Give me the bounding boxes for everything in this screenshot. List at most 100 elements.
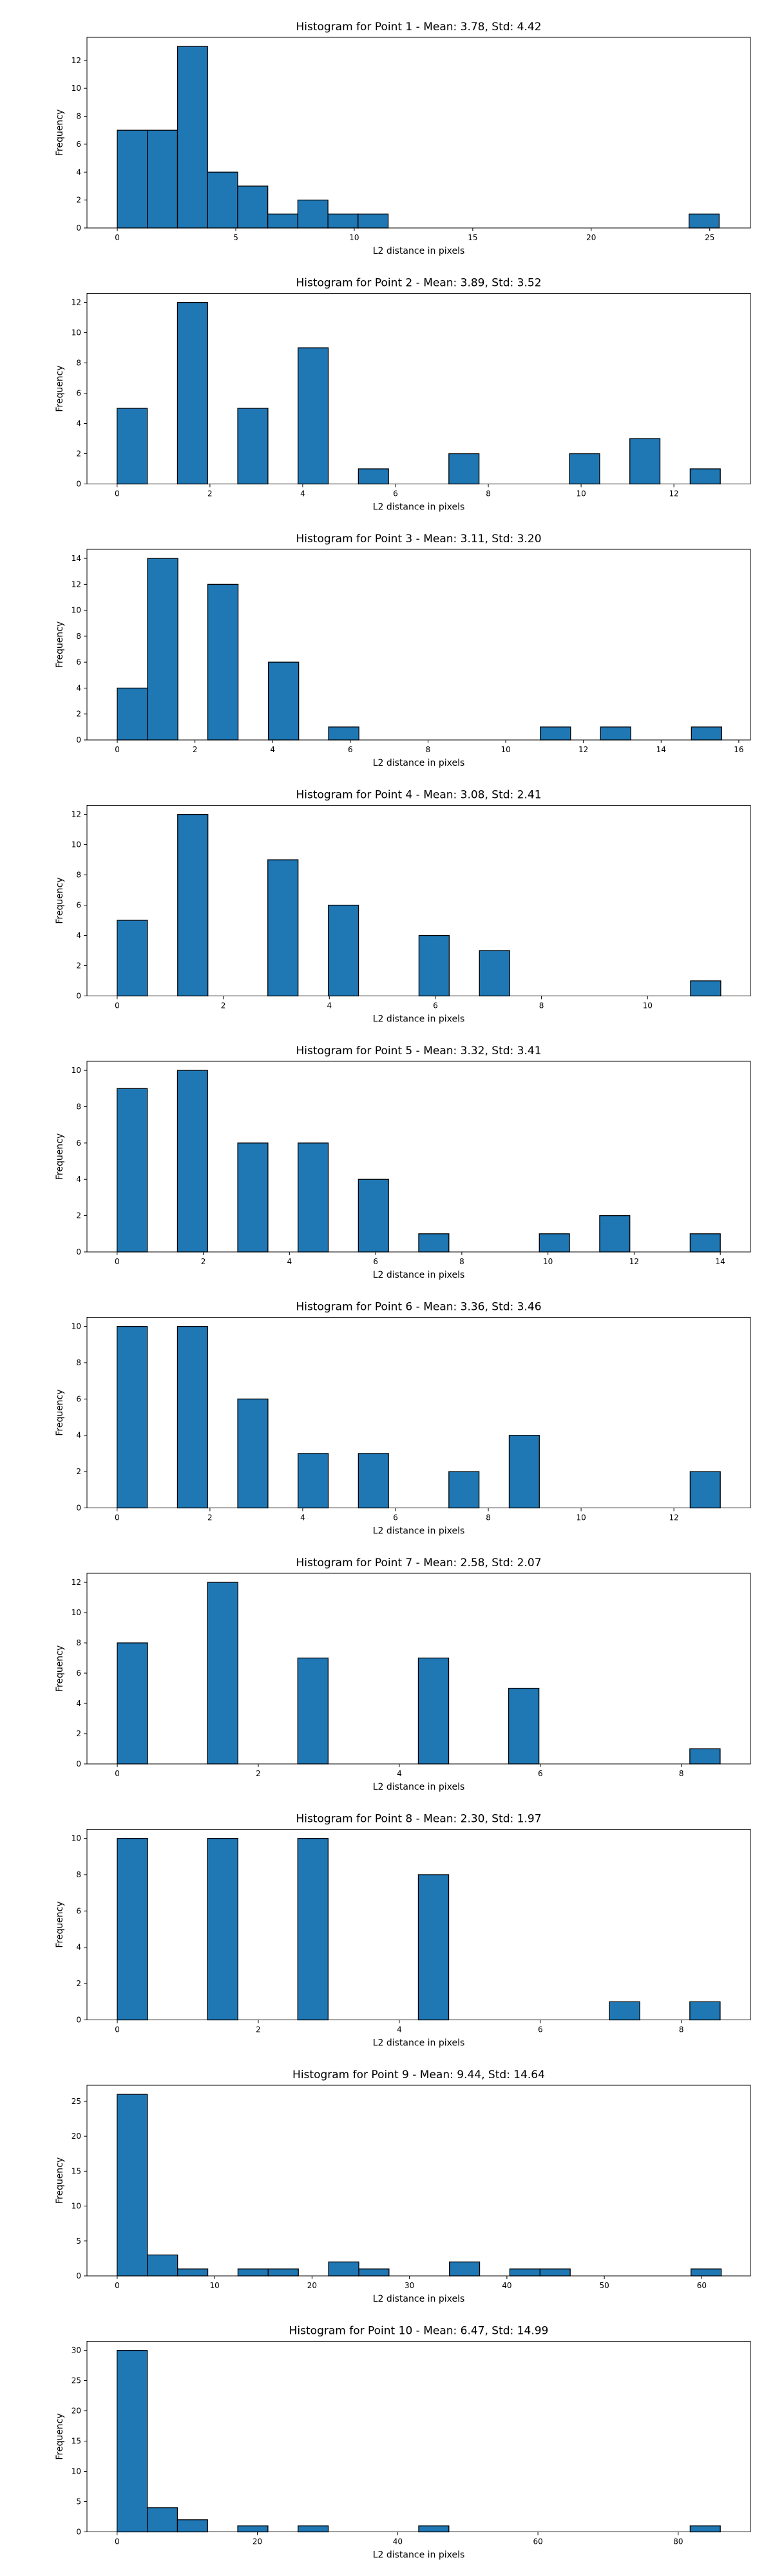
- x-tick-label: 4: [327, 1001, 332, 1010]
- histogram-bar: [691, 726, 723, 741]
- histogram-bar: [689, 468, 721, 485]
- chart-title: Histogram for Point 7 - Mean: 2.58, Std:…: [296, 1557, 541, 1569]
- histogram-panel: Histogram for Point 1 - Mean: 3.78, Std:…: [55, 21, 751, 256]
- y-tick-label: 0: [76, 480, 81, 489]
- histogram-bar: [237, 185, 269, 229]
- y-tick-label: 6: [76, 1394, 81, 1403]
- x-axis-label: L2 distance in pixels: [373, 2294, 465, 2304]
- y-tick-label: 0: [76, 2271, 81, 2280]
- x-tick-label: 6: [538, 2025, 543, 2034]
- x-tick-label: 0: [115, 745, 120, 754]
- y-tick-label: 12: [72, 580, 81, 589]
- chart-title: Histogram for Point 1 - Mean: 3.78, Std:…: [296, 21, 541, 33]
- histogram-bar: [327, 213, 359, 229]
- histogram-bar: [147, 2254, 178, 2277]
- x-tick-label: 30: [405, 2281, 414, 2290]
- histogram-bar: [417, 1874, 450, 2021]
- x-tick-label: 0: [115, 1513, 120, 1522]
- histogram-bar: [689, 1233, 721, 1253]
- x-axis-label: L2 distance in pixels: [373, 1526, 465, 1537]
- histogram-bar: [267, 859, 299, 997]
- y-tick-label: 10: [72, 1834, 81, 1843]
- y-tick-label: 4: [76, 1175, 81, 1184]
- x-axis-label: L2 distance in pixels: [373, 246, 465, 256]
- y-tick-label: 30: [72, 2346, 81, 2355]
- x-tick-label: 5: [233, 233, 238, 242]
- histogram-bar: [448, 2261, 481, 2277]
- y-tick-label: 8: [76, 1870, 81, 1879]
- y-tick-label: 12: [72, 298, 81, 307]
- y-tick-label: 4: [76, 1943, 81, 1952]
- y-axis-label: Frequency: [55, 365, 65, 412]
- x-tick-label: 4: [287, 1257, 292, 1266]
- histogram-bar: [600, 726, 631, 741]
- x-tick-label: 0: [115, 1769, 120, 1778]
- histogram-bar: [117, 2094, 148, 2277]
- y-tick-label: 6: [76, 389, 81, 398]
- y-tick-label: 14: [72, 554, 81, 563]
- histogram-bar: [689, 2001, 721, 2021]
- y-tick-label: 10: [72, 84, 81, 93]
- x-tick-label: 0: [115, 2537, 120, 2546]
- x-tick-label: 60: [533, 2537, 542, 2546]
- y-tick-label: 10: [72, 1066, 81, 1075]
- y-tick-label: 6: [76, 1139, 81, 1148]
- x-tick-label: 14: [716, 1257, 725, 1266]
- y-tick-label: 8: [76, 871, 81, 880]
- histogram-bar: [689, 1471, 721, 1509]
- x-tick-label: 4: [300, 489, 305, 498]
- y-axis-label: Frequency: [55, 2157, 65, 2204]
- x-axis-label: L2 distance in pixels: [373, 1014, 465, 1025]
- x-tick-label: 15: [468, 233, 477, 242]
- histogram-bar: [358, 1453, 389, 1509]
- y-tick-label: 15: [72, 2437, 81, 2446]
- histogram-bar: [358, 1179, 389, 1253]
- x-tick-label: 12: [669, 1513, 679, 1522]
- histogram-bar: [417, 1657, 450, 1765]
- histogram-bar: [297, 1837, 329, 2021]
- histogram-bar: [418, 934, 450, 997]
- x-axis-label: L2 distance in pixels: [373, 2038, 465, 2049]
- y-tick-label: 8: [76, 1102, 81, 1111]
- y-tick-label: 10: [72, 2202, 81, 2211]
- histogram-bar: [267, 661, 300, 741]
- axes-frame: [86, 1829, 751, 2020]
- x-tick-label: 40: [502, 2281, 511, 2290]
- x-tick-label: 14: [656, 745, 666, 754]
- histogram-bar: [508, 1687, 540, 1765]
- x-tick-label: 0: [115, 489, 120, 498]
- y-tick-label: 4: [76, 1431, 81, 1440]
- y-tick-label: 2: [76, 450, 81, 459]
- histogram-bar: [146, 2507, 178, 2533]
- histogram-bar: [237, 2268, 269, 2277]
- x-tick-label: 50: [599, 2281, 609, 2290]
- x-tick-label: 4: [300, 1513, 305, 1522]
- y-axis-label: Frequency: [55, 621, 65, 668]
- x-axis-label: L2 distance in pixels: [373, 758, 465, 768]
- x-tick-label: 10: [501, 745, 510, 754]
- histogram-bar: [177, 301, 208, 485]
- y-tick-label: 12: [72, 810, 81, 819]
- x-tick-label: 80: [673, 2537, 683, 2546]
- histogram-bar: [207, 1582, 238, 1765]
- x-tick-label: 25: [705, 233, 714, 242]
- histogram-bar: [298, 347, 329, 485]
- y-axis-label: Frequency: [55, 877, 65, 923]
- x-tick-label: 2: [256, 1769, 261, 1778]
- histogram-bar: [539, 1233, 570, 1253]
- histogram-bar: [237, 1398, 269, 1509]
- histogram-bar: [117, 129, 148, 229]
- x-tick-label: 0: [115, 1257, 120, 1266]
- y-tick-label: 15: [72, 2166, 81, 2175]
- histogram-bar: [418, 1233, 450, 1253]
- histogram-panel: Histogram for Point 5 - Mean: 3.32, Std:…: [55, 1045, 751, 1280]
- x-tick-label: 0: [115, 1001, 120, 1010]
- histogram-bar: [177, 46, 208, 229]
- x-tick-label: 60: [697, 2281, 707, 2290]
- y-axis-label: Frequency: [55, 1901, 65, 1947]
- x-tick-label: 8: [539, 1001, 544, 1010]
- x-tick-label: 6: [348, 745, 353, 754]
- histogram-bar: [147, 129, 178, 229]
- histogram-bar: [298, 1142, 329, 1253]
